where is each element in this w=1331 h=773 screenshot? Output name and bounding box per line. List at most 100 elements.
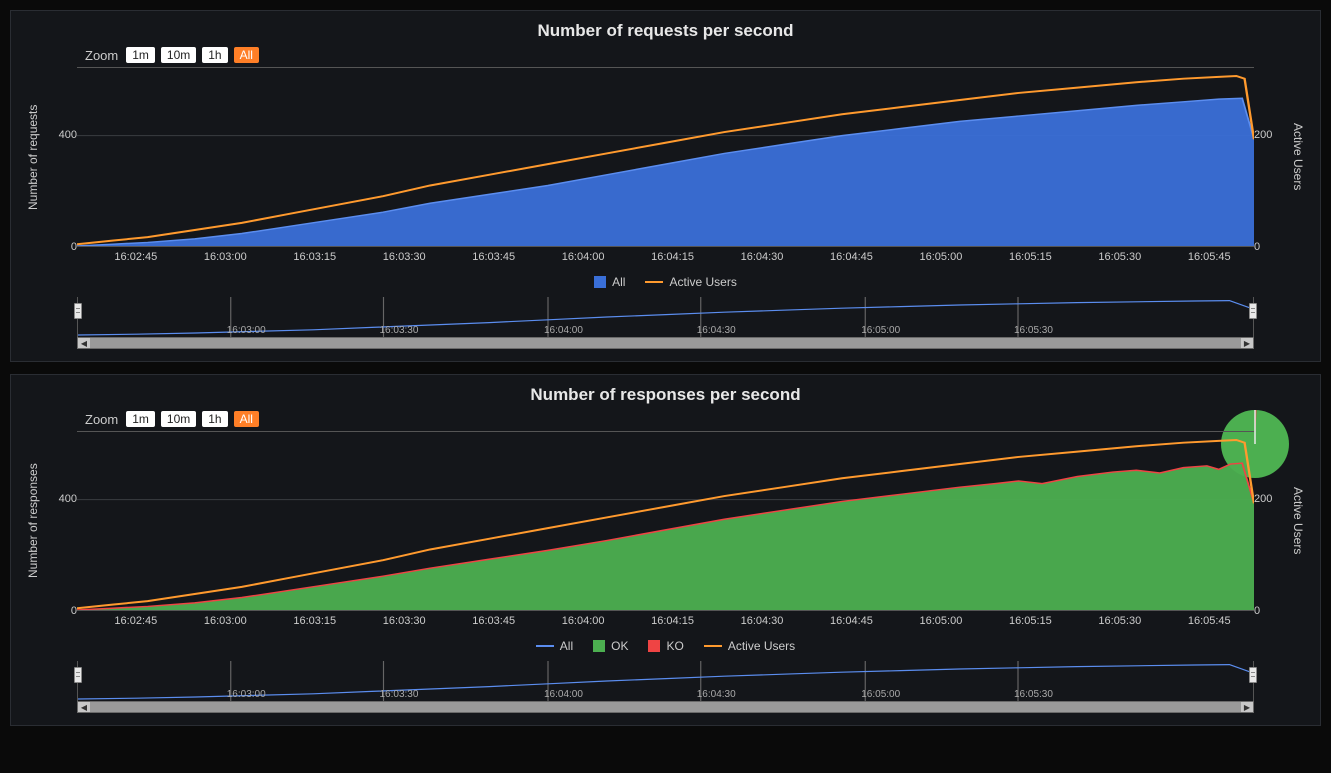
requests-panel: Number of requests per second Zoom 1m 10… <box>10 10 1321 362</box>
legend-item-all[interactable]: All <box>594 275 625 289</box>
x-tick: 16:04:00 <box>562 251 605 263</box>
scroll-left-button[interactable]: ◀ <box>78 338 90 348</box>
y-right-label: Active Users <box>1290 431 1306 611</box>
nav-x-tick: 16:03:00 <box>227 689 266 700</box>
nav-chart[interactable]: 16:03:0016:03:3016:04:0016:04:3016:05:00… <box>77 661 1254 701</box>
plot-area[interactable] <box>77 431 1254 611</box>
y-tick: 200 <box>1254 493 1290 505</box>
chart-area: Number of requests 0 400 0 200 Active Us… <box>25 67 1306 247</box>
y-tick: 0 <box>1254 605 1290 617</box>
y-tick: 400 <box>41 493 77 505</box>
x-tick: 16:04:00 <box>562 615 605 627</box>
legend: All OK KO Active Users <box>25 639 1306 653</box>
plot-area[interactable] <box>77 67 1254 247</box>
zoom-1m[interactable]: 1m <box>126 411 155 427</box>
nav-xticks: 16:03:0016:03:3016:04:0016:04:3016:05:00… <box>78 689 1253 703</box>
legend-label: All <box>612 275 625 289</box>
y-left-ticks: 0 400 <box>41 431 77 611</box>
nav-x-tick: 16:03:00 <box>227 325 266 336</box>
legend-item-ok[interactable]: OK <box>593 639 628 653</box>
x-tick: 16:03:30 <box>383 615 426 627</box>
x-tick: 16:05:00 <box>919 615 962 627</box>
zoom-1h[interactable]: 1h <box>202 411 227 427</box>
nav-x-tick: 16:03:30 <box>380 689 419 700</box>
x-tick: 16:04:15 <box>651 615 694 627</box>
nav-x-tick: 16:05:30 <box>1014 689 1053 700</box>
swatch-icon <box>645 281 663 283</box>
x-tick: 16:02:45 <box>114 251 157 263</box>
x-tick: 16:04:30 <box>741 251 784 263</box>
swatch-icon <box>593 640 605 652</box>
y-right-ticks: 0 200 <box>1254 431 1290 611</box>
zoom-1m[interactable]: 1m <box>126 47 155 63</box>
navigator: 16:03:0016:03:3016:04:0016:04:3016:05:00… <box>77 661 1254 713</box>
x-tick: 16:05:30 <box>1098 251 1141 263</box>
panel-title: Number of responses per second <box>25 385 1306 405</box>
legend: All Active Users <box>25 275 1306 289</box>
legend-label: All <box>560 639 573 653</box>
legend-label: Active Users <box>728 639 795 653</box>
nav-x-tick: 16:05:00 <box>861 325 900 336</box>
nav-x-tick: 16:04:00 <box>544 325 583 336</box>
x-tick: 16:04:45 <box>830 615 873 627</box>
y-tick: 200 <box>1254 129 1290 141</box>
zoom-10m[interactable]: 10m <box>161 411 196 427</box>
zoom-10m[interactable]: 10m <box>161 47 196 63</box>
x-tick: 16:03:00 <box>204 615 247 627</box>
zoom-all[interactable]: All <box>234 411 259 427</box>
x-tick: 16:04:15 <box>651 251 694 263</box>
y-left-label: Number of responses <box>25 431 41 611</box>
x-axis: 16:02:4516:03:0016:03:1516:03:3016:03:45… <box>77 613 1254 631</box>
x-tick: 16:03:00 <box>204 251 247 263</box>
x-tick: 16:05:15 <box>1009 615 1052 627</box>
x-tick: 16:03:45 <box>472 251 515 263</box>
navigator: 16:03:00 16:03:30 16:04:00 16:04:30 16:05:00… <box>77 297 1254 349</box>
swatch-icon <box>536 645 554 647</box>
y-tick: 0 <box>1254 241 1290 253</box>
scroll-left-button[interactable]: ◀ <box>78 702 90 712</box>
zoom-label: Zoom <box>85 412 118 427</box>
nav-handle-right[interactable] <box>1249 667 1257 683</box>
nav-handle-left[interactable] <box>74 303 82 319</box>
swatch-icon <box>648 640 660 652</box>
x-tick: 16:05:30 <box>1098 615 1141 627</box>
y-right-label: Active Users <box>1290 67 1306 247</box>
legend-label: KO <box>666 639 683 653</box>
swatch-icon <box>704 645 722 647</box>
nav-x-tick: 16:03:30 <box>380 325 419 336</box>
legend-item-active-users[interactable]: Active Users <box>645 275 736 289</box>
scroll-right-button[interactable]: ▶ <box>1241 338 1253 348</box>
nav-handle-left[interactable] <box>74 667 82 683</box>
responses-panel: Number of responses per second Zoom 1m 1… <box>10 374 1321 726</box>
legend-label: Active Users <box>669 275 736 289</box>
x-tick: 16:05:15 <box>1009 251 1052 263</box>
x-tick: 16:05:45 <box>1188 251 1231 263</box>
chart-svg <box>77 432 1254 610</box>
legend-item-all[interactable]: All <box>536 639 573 653</box>
x-tick: 16:02:45 <box>114 615 157 627</box>
panel-title: Number of requests per second <box>25 21 1306 41</box>
x-tick: 16:05:00 <box>919 251 962 263</box>
nav-x-tick: 16:04:30 <box>697 325 736 336</box>
legend-item-ko[interactable]: KO <box>648 639 683 653</box>
scroll-track[interactable] <box>90 338 1241 348</box>
chart-svg <box>77 68 1254 246</box>
zoom-controls: Zoom 1m 10m 1h All <box>85 411 1306 427</box>
scroll-right-button[interactable]: ▶ <box>1241 702 1253 712</box>
zoom-controls: Zoom 1m 10m 1h All <box>85 47 1306 63</box>
y-tick: 400 <box>41 129 77 141</box>
x-tick: 16:04:45 <box>830 251 873 263</box>
nav-x-tick: 16:05:30 <box>1014 325 1053 336</box>
scroll-track[interactable] <box>90 702 1241 712</box>
zoom-all[interactable]: All <box>234 47 259 63</box>
nav-handle-right[interactable] <box>1249 303 1257 319</box>
x-tick: 16:03:15 <box>293 615 336 627</box>
x-tick: 16:05:45 <box>1188 615 1231 627</box>
legend-item-active-users[interactable]: Active Users <box>704 639 795 653</box>
x-tick: 16:03:30 <box>383 251 426 263</box>
x-tick: 16:03:15 <box>293 251 336 263</box>
nav-x-tick: 16:04:00 <box>544 689 583 700</box>
x-axis: 16:02:45 16:03:00 16:03:15 16:03:30 16:03:45… <box>77 249 1254 267</box>
nav-chart[interactable]: 16:03:00 16:03:30 16:04:00 16:04:30 16:05:00… <box>77 297 1254 337</box>
zoom-1h[interactable]: 1h <box>202 47 227 63</box>
